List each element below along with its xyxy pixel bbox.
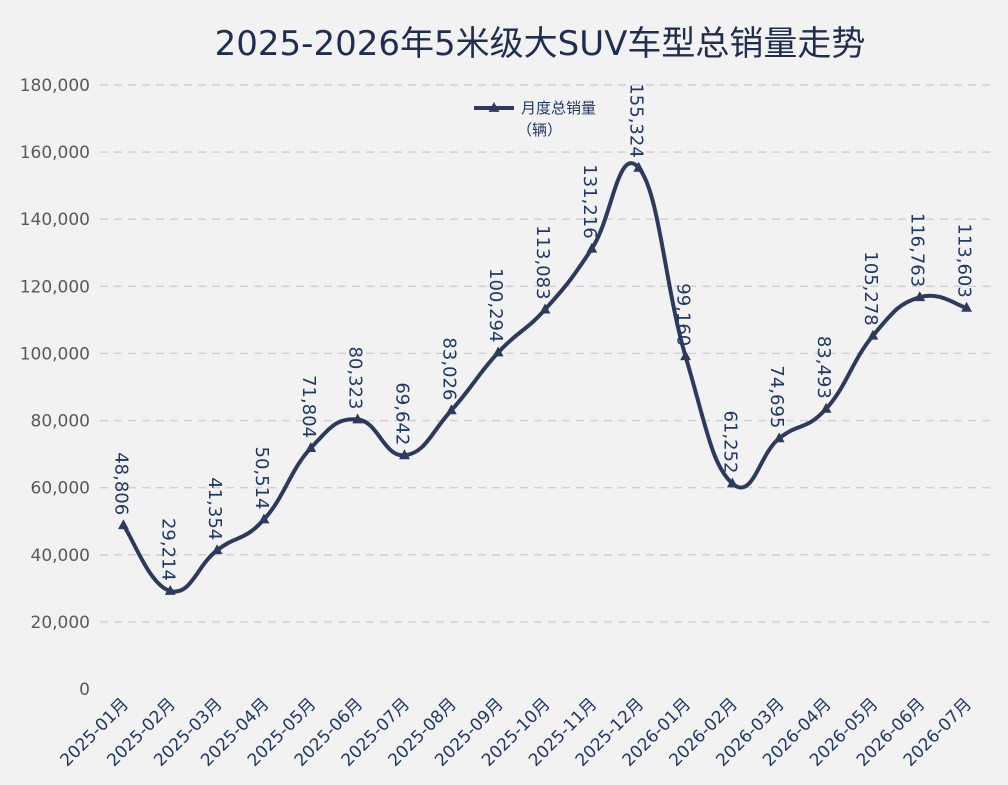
chart-title: 2025-2026年5米级大SUV车型总销量走势 <box>215 24 866 64</box>
data-point-marker <box>164 584 176 595</box>
data-labels: 48,806 29,214 41,354 50,514 71,804 80,323 69,6… <box>110 83 974 581</box>
y-tick-label: 60,000 <box>31 479 90 499</box>
data-label: 155,324 <box>626 83 647 157</box>
data-label: 100,294 <box>485 268 506 342</box>
y-tick-label: 120,000 <box>20 277 90 297</box>
data-label: 113,603 <box>954 223 975 297</box>
data-point-marker <box>773 432 785 443</box>
y-tick-label: 140,000 <box>20 210 90 230</box>
data-label: 116,763 <box>907 213 928 287</box>
data-label: 131,216 <box>579 164 600 238</box>
data-point-marker <box>586 242 598 253</box>
data-point-marker <box>539 303 551 314</box>
x-axis-ticks: 2025-01月2025-02月2025-03月2025-04月2025-05月… <box>57 694 977 770</box>
data-point-marker <box>867 329 879 340</box>
data-point-marker <box>352 413 364 424</box>
data-label: 80,323 <box>345 346 366 409</box>
data-label: 83,026 <box>438 337 459 400</box>
data-point-marker <box>211 544 223 555</box>
data-point-marker <box>680 350 691 361</box>
data-label: 71,804 <box>298 375 319 438</box>
data-point-marker <box>726 477 738 488</box>
y-tick-label: 20,000 <box>31 613 90 633</box>
data-label: 41,354 <box>204 477 225 540</box>
legend-label-line2: （辆） <box>517 121 562 139</box>
data-point-marker <box>399 449 410 460</box>
data-label: 61,252 <box>719 410 740 473</box>
data-label: 99,160 <box>673 283 694 346</box>
data-label: 29,214 <box>157 518 178 581</box>
y-tick-label: 100,000 <box>20 344 90 364</box>
data-point-marker <box>633 161 645 172</box>
y-tick-label: 160,000 <box>20 143 90 163</box>
data-point-marker <box>445 404 457 415</box>
data-point-marker <box>258 513 270 524</box>
legend-triangle-icon <box>488 102 500 112</box>
data-label: 105,278 <box>860 251 881 325</box>
data-point-marker <box>820 402 832 413</box>
data-point-marker <box>305 442 317 452</box>
data-point-marker <box>914 291 926 302</box>
series-layer <box>118 161 972 595</box>
y-tick-label: 80,000 <box>31 412 90 432</box>
y-tick-label: 180,000 <box>20 76 90 96</box>
legend: 月度总销量 （辆） <box>474 99 596 139</box>
legend-label-line1: 月度总销量 <box>521 99 596 117</box>
data-label: 83,493 <box>813 336 834 399</box>
data-point-marker <box>492 346 504 357</box>
data-label: 48,806 <box>110 452 131 515</box>
y-tick-label: 0 <box>79 680 90 700</box>
data-label: 69,642 <box>391 382 412 445</box>
data-point-marker <box>118 519 129 530</box>
y-axis-ticks: 0 20,000 40,000 60,000 80,000 100,000 120,000 1… <box>20 76 90 700</box>
data-label: 74,695 <box>766 365 787 428</box>
y-tick-label: 40,000 <box>31 546 90 566</box>
data-point-marker <box>961 301 972 312</box>
data-label: 50,514 <box>251 447 272 510</box>
data-label: 113,083 <box>532 225 553 299</box>
